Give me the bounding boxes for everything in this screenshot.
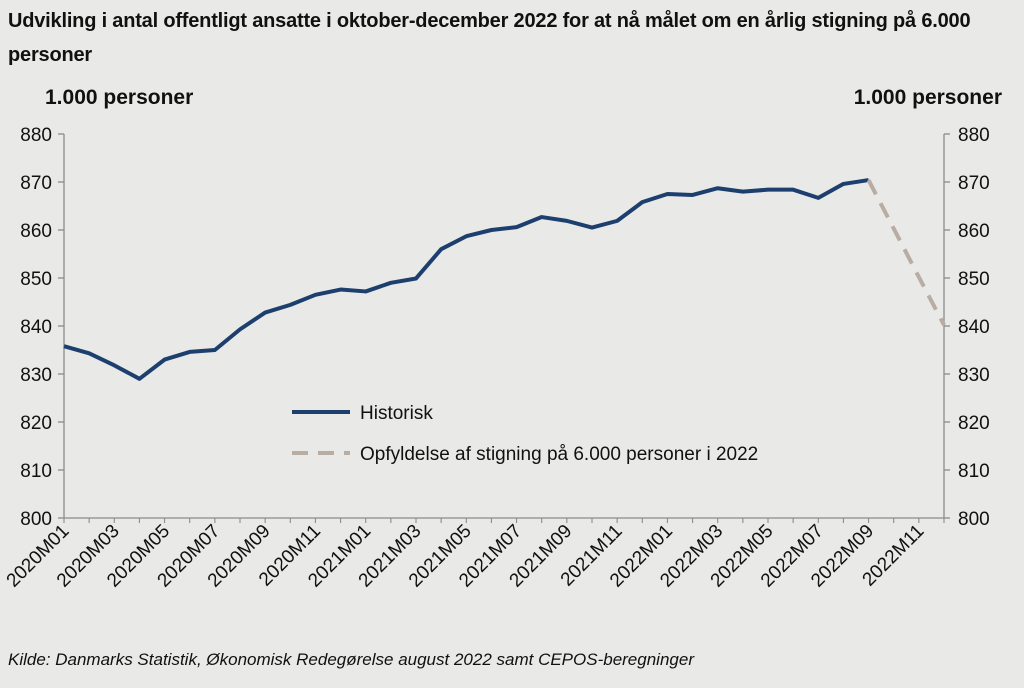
series-layer xyxy=(63,178,946,381)
right-y-tick-label: 820 xyxy=(958,413,990,434)
right-y-tick-label: 840 xyxy=(958,317,990,338)
chart-title: Udvikling i antal offentligt ansatte i o… xyxy=(8,10,971,66)
left-y-tick-label: 850 xyxy=(20,269,52,290)
series-line-historisk xyxy=(63,178,869,381)
legend-label: Opfyldelse af stigning på 6.000 personer… xyxy=(360,444,758,465)
axes: 800 800 810 810 820 820 830 830 840 840 850 850 860 8… xyxy=(3,125,990,592)
legend: Historisk Opfyldelse af stigning på 6.000… xyxy=(292,403,758,465)
left-y-tick-label: 820 xyxy=(20,413,52,434)
source-note: Kilde: Danmarks Statistik, Økonomisk Red… xyxy=(8,650,694,669)
legend-item-target: Opfyldelse af stigning på 6.000 personer… xyxy=(292,444,758,465)
line-chart: 800 800 810 810 820 820 830 830 840 840 850 850 860 8… xyxy=(3,125,990,592)
left-y-tick-label: 830 xyxy=(20,365,52,386)
left-axis-unit-label: 1.000 personer xyxy=(45,86,194,109)
legend-label: Historisk xyxy=(360,403,433,424)
series-line-target xyxy=(866,179,946,326)
right-axis-unit-label: 1.000 personer xyxy=(853,86,1002,109)
left-y-tick-label: 810 xyxy=(20,461,52,482)
right-y-tick-label: 830 xyxy=(958,365,990,386)
right-y-tick-label: 850 xyxy=(958,269,990,290)
left-y-tick-label: 880 xyxy=(20,125,52,146)
left-y-tick-label: 870 xyxy=(20,173,52,194)
right-y-tick-label: 810 xyxy=(958,461,990,482)
right-y-tick-label: 860 xyxy=(958,221,990,242)
right-y-tick-label: 870 xyxy=(958,173,990,194)
left-y-tick-label: 840 xyxy=(20,317,52,338)
left-y-tick-label: 800 xyxy=(20,509,52,530)
right-y-tick-label: 800 xyxy=(958,509,990,530)
left-y-tick-label: 860 xyxy=(20,221,52,242)
right-y-tick-label: 880 xyxy=(958,125,990,146)
legend-item-historisk: Historisk xyxy=(292,403,433,424)
